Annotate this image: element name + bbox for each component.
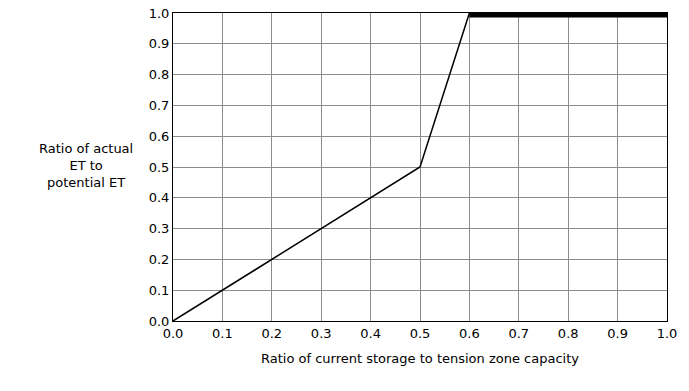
svg-text:0.9: 0.9 xyxy=(607,326,628,341)
svg-text:0.5: 0.5 xyxy=(149,160,170,175)
svg-text:0.4: 0.4 xyxy=(149,190,170,205)
svg-text:0.0: 0.0 xyxy=(163,326,184,341)
svg-text:0.1: 0.1 xyxy=(149,283,170,298)
svg-text:0.8: 0.8 xyxy=(149,67,170,82)
svg-text:0.7: 0.7 xyxy=(149,98,170,113)
svg-text:0.0: 0.0 xyxy=(149,314,170,329)
svg-text:0.1: 0.1 xyxy=(212,326,233,341)
svg-text:1.0: 1.0 xyxy=(149,6,170,21)
svg-text:0.7: 0.7 xyxy=(508,326,529,341)
svg-text:0.2: 0.2 xyxy=(149,252,170,267)
svg-text:0.3: 0.3 xyxy=(149,221,170,236)
svg-text:Ratio of actualET topotential: Ratio of actualET topotential ET xyxy=(39,141,133,190)
svg-text:0.8: 0.8 xyxy=(558,326,579,341)
svg-text:0.4: 0.4 xyxy=(360,326,381,341)
svg-text:0.6: 0.6 xyxy=(459,326,480,341)
svg-text:0.6: 0.6 xyxy=(149,129,170,144)
svg-text:Ratio of current storage to te: Ratio of current storage to tension zone… xyxy=(261,351,579,366)
svg-text:1.0: 1.0 xyxy=(657,326,678,341)
svg-text:0.2: 0.2 xyxy=(261,326,282,341)
svg-text:0.9: 0.9 xyxy=(149,36,170,51)
svg-text:0.5: 0.5 xyxy=(410,326,431,341)
svg-text:0.3: 0.3 xyxy=(311,326,332,341)
